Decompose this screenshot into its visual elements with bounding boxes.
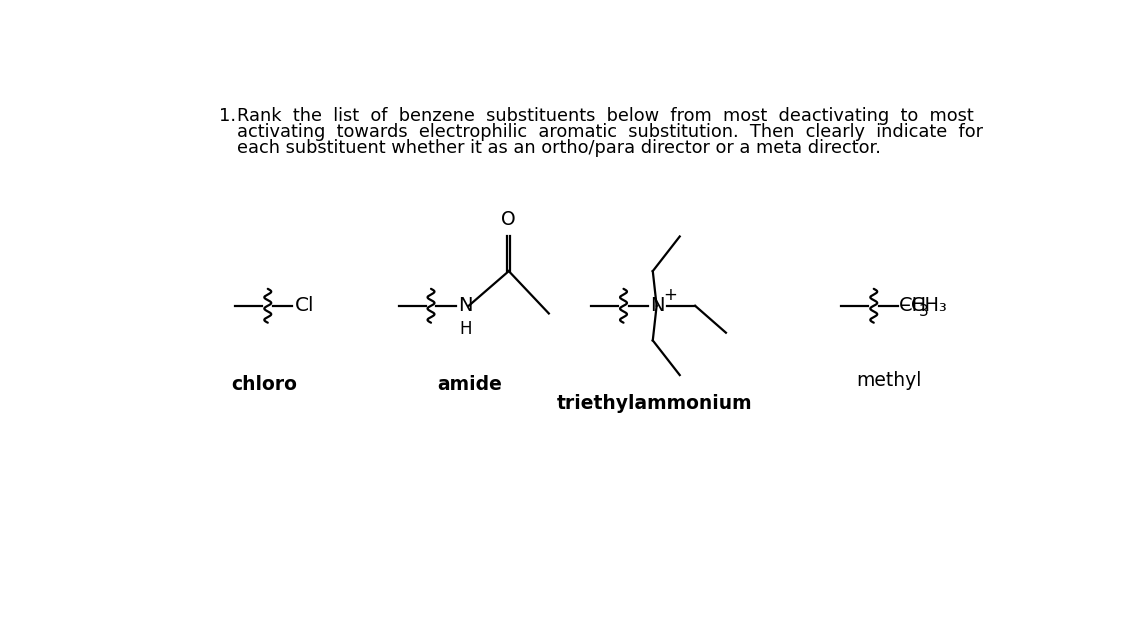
Text: methyl: methyl (856, 371, 921, 390)
Text: +: + (662, 286, 676, 304)
Text: Cl: Cl (295, 297, 314, 315)
Text: triethylammonium: triethylammonium (557, 394, 752, 413)
Text: –CH₃: –CH₃ (901, 297, 947, 315)
Text: CH: CH (900, 297, 927, 315)
Text: N: N (651, 297, 665, 315)
Text: O: O (502, 210, 516, 229)
Text: Rank  the  list  of  benzene  substituents  below  from  most  deactivating  to : Rank the list of benzene substituents be… (237, 107, 974, 125)
Text: 1.: 1. (219, 107, 236, 125)
Text: chloro: chloro (231, 375, 297, 394)
Text: H: H (460, 320, 472, 338)
Text: N: N (458, 297, 472, 315)
Text: amide: amide (437, 375, 502, 394)
Text: activating  towards  electrophilic  aromatic  substitution.  Then  clearly  indi: activating towards electrophilic aromati… (237, 123, 983, 141)
Text: 3: 3 (918, 303, 928, 318)
Text: each substituent whether it as an ortho/para director or a meta director.: each substituent whether it as an ortho/… (237, 140, 881, 158)
